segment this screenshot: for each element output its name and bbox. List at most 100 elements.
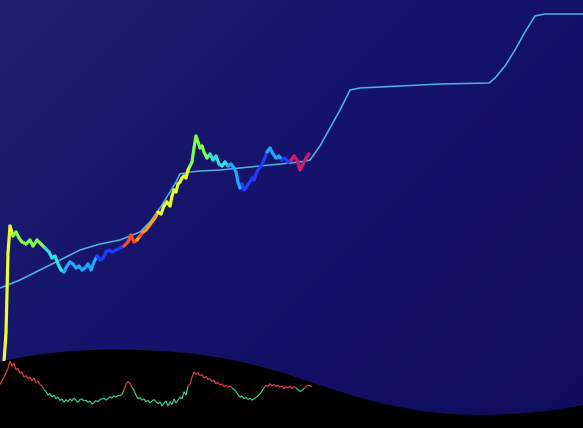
price-segment (190, 146, 196, 164)
oscillator-segment (109, 396, 113, 399)
oscillator-segment (293, 386, 297, 389)
oscillator-segment (137, 396, 141, 400)
oscillator-segment (207, 378, 211, 380)
oscillator-segment (251, 398, 255, 401)
oscillator-segment (13, 362, 17, 371)
oscillator-segment (269, 383, 273, 387)
oscillator-segment (165, 400, 169, 407)
oscillator-segment (167, 401, 171, 407)
oscillator-segment (139, 397, 143, 401)
oscillator-segment (57, 396, 61, 401)
oscillator-segment (253, 396, 257, 400)
oscillator-segment (99, 398, 103, 401)
oscillator-segment (115, 394, 119, 398)
oscillator-segment (161, 402, 165, 407)
oscillator-segment (213, 379, 217, 384)
oscillator-segment (187, 383, 191, 387)
oscillator-segment (131, 386, 135, 391)
price-segment (4, 251, 10, 335)
oscillator-segment (245, 396, 249, 400)
oscillator-segment (73, 397, 77, 401)
oscillator-segment (181, 391, 185, 399)
oscillator-segment (205, 376, 209, 380)
oscillator-segment (259, 390, 263, 395)
oscillator-segment (133, 389, 137, 396)
oscillator-segment (275, 384, 279, 388)
oscillator-segment (151, 399, 155, 402)
oscillator-segment (89, 400, 93, 405)
oscillator-segment (49, 393, 53, 398)
oscillator-segment (95, 400, 99, 403)
oscillator-segment (135, 394, 139, 400)
oscillator-segment (295, 387, 299, 390)
oscillator-segment (41, 385, 45, 391)
oscillator-segment (105, 398, 109, 401)
trend-line (0, 13, 583, 289)
oscillator-segment (101, 397, 105, 400)
oscillator-segment (61, 398, 65, 403)
oscillator-segment (33, 377, 37, 383)
oscillator-segment (37, 380, 41, 385)
oscillator-segment (247, 397, 251, 400)
oscillator-segment (231, 387, 235, 390)
oscillator-segment (189, 377, 193, 385)
oscillator-segment (121, 389, 125, 395)
oscillator-segment (309, 385, 313, 388)
oscillator-segment (173, 398, 177, 404)
oscillator-segment (79, 398, 83, 401)
oscillator-segment (307, 384, 311, 387)
oscillator-segment (191, 371, 195, 378)
oscillator-segment (227, 385, 231, 388)
oscillator-segment (249, 397, 253, 401)
oscillator-segment (291, 386, 295, 390)
oscillator-segment (123, 384, 127, 391)
oscillator-segment (85, 399, 89, 403)
oscillator-segment (29, 376, 33, 382)
oscillator-segment (45, 391, 49, 396)
oscillator-segment (91, 401, 95, 405)
price-segment (168, 194, 174, 208)
oscillator-segment (9, 360, 13, 367)
oscillator-segment (111, 395, 115, 399)
oscillator-segment (277, 384, 281, 388)
oscillator-segment (113, 395, 117, 398)
oscillator-segment (25, 375, 29, 380)
oscillator-segment (21, 371, 25, 378)
oscillator-segment (223, 384, 227, 388)
oscillator-segment (3, 367, 9, 378)
oscillator-segment (17, 367, 21, 374)
oscillator-segment (129, 383, 133, 388)
oscillator-segment (53, 394, 57, 400)
oscillator-segment (119, 394, 123, 397)
oscillator-segment (177, 396, 181, 401)
oscillator-segment (149, 400, 153, 404)
oscillator-segment (225, 384, 229, 388)
oscillator-segment (117, 394, 121, 397)
oscillator-segment (273, 383, 277, 388)
oscillator-segment (107, 396, 111, 400)
oscillator-segment (261, 387, 265, 392)
price-segment (6, 224, 12, 255)
oscillator-segment (303, 386, 307, 390)
oscillator-segment (103, 397, 107, 401)
price-segment (304, 152, 311, 160)
oscillator-segment (257, 393, 261, 397)
oscillator-segment (301, 388, 305, 391)
oscillator-segment (97, 399, 101, 403)
oscillator-segment (7, 360, 11, 369)
oscillator-segment (39, 383, 43, 387)
oscillator-segment (159, 401, 163, 407)
oscillator-segment (297, 388, 301, 393)
oscillator-segment (299, 389, 303, 393)
oscillator-segment (285, 386, 289, 389)
oscillator-segment (201, 374, 205, 379)
price-series-layer (0, 134, 311, 390)
oscillator-segment (305, 384, 309, 388)
oscillator-segment (193, 371, 197, 375)
oscillator-segment (243, 396, 247, 400)
oscillator-segment (255, 395, 259, 398)
oscillator-segment (171, 398, 175, 405)
oscillator-series-layer (0, 360, 313, 407)
oscillator-segment (43, 389, 47, 393)
